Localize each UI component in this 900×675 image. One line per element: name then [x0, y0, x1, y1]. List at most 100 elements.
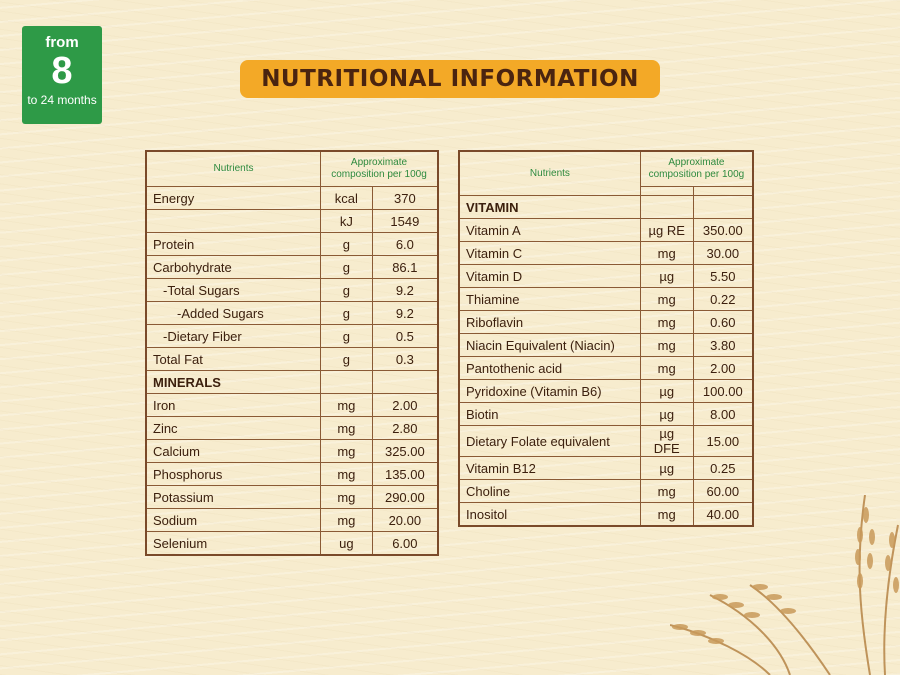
age-badge: from 8 to 24 months: [22, 26, 102, 124]
header-composition: Approximate composition per 100g: [320, 150, 439, 187]
section-row: MINERALS: [145, 370, 439, 394]
nutrient-name: Inositol: [458, 502, 641, 527]
nutrient-value: 30.00: [692, 241, 754, 265]
nutrient-name: Vitamin B12: [458, 456, 641, 480]
nutrient-name: Iron: [145, 393, 321, 417]
header-nutrients: Nutrients: [458, 150, 641, 196]
nutrient-unit: µg: [639, 264, 694, 288]
nutrient-unit: mg: [320, 462, 373, 486]
nutrient-name: Choline: [458, 479, 641, 503]
nutrient-unit: µg DFE: [639, 425, 694, 457]
page-title: NUTRITIONAL INFORMATION: [261, 66, 639, 92]
nutrient-name: Vitamin A: [458, 218, 641, 242]
nutrient-value: 350.00: [692, 218, 754, 242]
nutrient-name: Carbohydrate: [145, 255, 321, 279]
nutrient-value: 15.00: [692, 425, 754, 457]
nutrient-name: Total Fat: [145, 347, 321, 371]
nutrient-unit: mg: [320, 416, 373, 440]
nutrient-name: Niacin Equivalent (Niacin): [458, 333, 641, 357]
nutrient-name: Selenium: [145, 531, 321, 556]
nutrient-name: Sodium: [145, 508, 321, 532]
nutrient-value: [692, 186, 754, 196]
nutrient-name: Phosphorus: [145, 462, 321, 486]
nutrient-value: 8.00: [692, 402, 754, 426]
nutrient-unit: mg: [320, 485, 373, 509]
nutrient-unit: µg: [639, 379, 694, 403]
nutrient-name: Protein: [145, 232, 321, 256]
nutrient-unit: g: [320, 324, 373, 348]
nutrient-name: Thiamine: [458, 287, 641, 311]
nutrient-name: Zinc: [145, 416, 321, 440]
nutrient-unit: µg: [639, 456, 694, 480]
nutrient-name: Calcium: [145, 439, 321, 463]
nutrient-value: 0.60: [692, 310, 754, 334]
nutrient-unit: [639, 186, 694, 196]
table-row: Niacin Equivalent (Niacin) mg 3.80: [458, 333, 754, 357]
section-heading-vitamin: VITAMIN: [458, 195, 641, 219]
nutrients-table-left: Nutrients Approximate composition per 10…: [145, 150, 439, 556]
nutrient-value: 9.2: [371, 278, 439, 302]
badge-from-label: from: [45, 34, 79, 51]
nutrient-unit: mg: [639, 287, 694, 311]
nutrient-unit: mg: [320, 508, 373, 532]
table-row: Sodium mg 20.00: [145, 508, 439, 532]
nutrient-value: [371, 370, 439, 394]
nutrient-unit: mg: [639, 502, 694, 527]
table-row: kJ 1549: [145, 209, 439, 233]
table-row: Total Fat g 0.3: [145, 347, 439, 371]
table-row: -Total Sugars g 9.2: [145, 278, 439, 302]
nutrient-unit: kJ: [320, 209, 373, 233]
nutrient-name: -Dietary Fiber: [145, 324, 321, 348]
nutrient-name: Potassium: [145, 485, 321, 509]
nutrient-value: 40.00: [692, 502, 754, 527]
nutrient-unit: g: [320, 278, 373, 302]
table-row: Pyridoxine (Vitamin B6) µg 100.00: [458, 379, 754, 403]
nutrient-value: 6.00: [371, 531, 439, 556]
table-row: Carbohydrate g 86.1: [145, 255, 439, 279]
nutrient-unit: [320, 370, 373, 394]
table-row: Phosphorus mg 135.00: [145, 462, 439, 486]
nutrient-value: 0.25: [692, 456, 754, 480]
table-row: Biotin µg 8.00: [458, 402, 754, 426]
nutrient-unit: mg: [639, 479, 694, 503]
nutrient-value: 100.00: [692, 379, 754, 403]
nutrient-name: Energy: [145, 186, 321, 210]
nutrient-unit: mg: [320, 393, 373, 417]
nutrient-name: [145, 209, 321, 233]
table-row: -Dietary Fiber g 0.5: [145, 324, 439, 348]
table-row: Thiamine mg 0.22: [458, 287, 754, 311]
nutrient-unit: µg: [639, 402, 694, 426]
title-banner: NUTRITIONAL INFORMATION: [240, 60, 660, 98]
nutrient-name: Riboflavin: [458, 310, 641, 334]
nutrient-value: 3.80: [692, 333, 754, 357]
nutrient-name: Biotin: [458, 402, 641, 426]
nutrient-unit: mg: [639, 241, 694, 265]
nutrient-unit: g: [320, 301, 373, 325]
nutrient-value: 2.80: [371, 416, 439, 440]
section-row: VITAMIN: [458, 195, 754, 219]
nutrient-unit: mg: [639, 356, 694, 380]
table-row: Zinc mg 2.80: [145, 416, 439, 440]
table-row: -Added Sugars g 9.2: [145, 301, 439, 325]
nutrient-name: -Total Sugars: [145, 278, 321, 302]
header-composition: Approximate composition per 100g: [639, 150, 754, 187]
table-row: Riboflavin mg 0.60: [458, 310, 754, 334]
nutrient-value: 325.00: [371, 439, 439, 463]
table-row: Inositol mg 40.00: [458, 502, 754, 527]
nutrient-value: 370: [371, 186, 439, 210]
header-nutrients: Nutrients: [145, 150, 321, 187]
nutrient-value: 9.2: [371, 301, 439, 325]
nutrient-value: 290.00: [371, 485, 439, 509]
nutrient-name: Vitamin D: [458, 264, 641, 288]
nutrient-value: 135.00: [371, 462, 439, 486]
table-header-row: Nutrients Approximate composition per 10…: [458, 150, 754, 196]
table-row: Choline mg 60.00: [458, 479, 754, 503]
nutrients-table-right: Nutrients Approximate composition per 10…: [458, 150, 754, 527]
nutrient-name: Vitamin C: [458, 241, 641, 265]
nutrient-value: 0.3: [371, 347, 439, 371]
table-row: Potassium mg 290.00: [145, 485, 439, 509]
nutrient-name: Dietary Folate equivalent: [458, 425, 641, 457]
nutrient-value: 0.22: [692, 287, 754, 311]
